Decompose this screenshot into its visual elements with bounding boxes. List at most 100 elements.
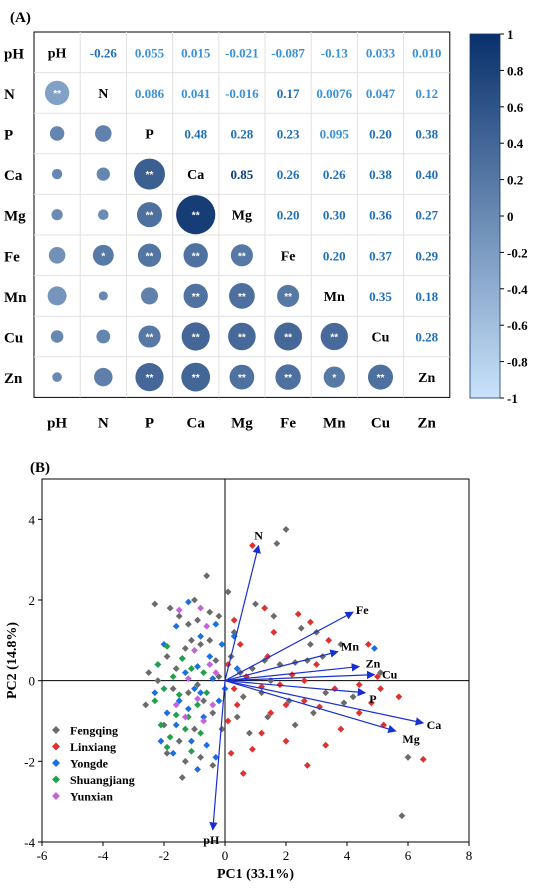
data-point xyxy=(145,669,153,676)
legend-label: Fengqing xyxy=(70,724,118,738)
data-point xyxy=(197,632,204,640)
data-point xyxy=(300,697,308,705)
data-point xyxy=(185,689,192,697)
correlation-circle xyxy=(134,158,165,190)
data-point xyxy=(215,612,223,620)
correlation-value: 0.35 xyxy=(369,289,392,304)
data-point xyxy=(215,673,223,681)
correlation-matrix: pH pH pH N N N P P P Ca Ca Ca Mg Mg Mg Fe Fe Fe Mn Mn Mn Cu Cu… xyxy=(4,31,451,431)
correlation-circle xyxy=(136,202,163,228)
data-point xyxy=(233,713,241,721)
correlation-circle xyxy=(228,322,256,351)
data-point xyxy=(218,640,226,648)
legend-marker xyxy=(52,759,60,767)
correlation-value: 0.36 xyxy=(369,208,392,223)
x-tick-label: 0 xyxy=(222,848,229,863)
data-point xyxy=(181,669,189,676)
data-point xyxy=(282,701,290,709)
loading-vector-label: Cu xyxy=(382,668,398,682)
data-point xyxy=(188,665,195,672)
data-point xyxy=(310,709,317,717)
correlation-value: 0.23 xyxy=(277,127,300,142)
data-point xyxy=(313,661,320,668)
data-point xyxy=(212,657,220,664)
data-point xyxy=(151,689,159,697)
data-point xyxy=(212,753,220,761)
row-label: P xyxy=(4,128,13,144)
data-point xyxy=(364,640,372,648)
data-point xyxy=(172,721,180,729)
diagonal-label: Mg xyxy=(232,209,252,224)
correlation-value: 0.20 xyxy=(323,248,346,263)
data-point xyxy=(398,812,406,820)
data-point xyxy=(154,661,162,668)
colorbar-tick-label: 0.4 xyxy=(507,136,524,151)
data-point xyxy=(261,604,269,612)
data-point xyxy=(194,663,201,670)
row-label: pH xyxy=(4,46,24,62)
data-point xyxy=(224,717,232,725)
data-point xyxy=(224,588,232,596)
data-point xyxy=(197,753,204,761)
correlation-circle xyxy=(183,283,208,309)
data-point xyxy=(249,542,256,549)
data-point xyxy=(276,681,284,689)
data-point xyxy=(175,737,183,745)
correlation-circle xyxy=(140,287,159,305)
data-point xyxy=(200,717,208,725)
correlation-circle xyxy=(138,325,161,348)
colorbar-tick-label: -0.6 xyxy=(507,318,528,333)
correlation-value: 0.28 xyxy=(415,330,438,345)
significance-mark: ** xyxy=(238,333,246,344)
data-point xyxy=(166,604,174,612)
legend-marker xyxy=(52,792,60,800)
correlation-value: 0.20 xyxy=(369,127,392,142)
diagonal-label: pH xyxy=(48,46,67,61)
y-tick-label: -4 xyxy=(24,835,35,850)
data-point xyxy=(172,701,180,709)
data-point xyxy=(282,737,290,745)
column-label: pH xyxy=(47,415,67,431)
correlation-value: 0.095 xyxy=(320,127,350,142)
correlation-circle xyxy=(135,363,164,392)
x-tick-label: -2 xyxy=(159,848,170,863)
data-point xyxy=(230,616,238,624)
correlation-circle xyxy=(96,329,111,344)
loading-vector xyxy=(224,649,339,682)
loading-vector-label: N xyxy=(254,528,263,542)
correlation-circle xyxy=(181,322,210,351)
data-point xyxy=(212,669,220,676)
data-point xyxy=(197,604,204,612)
significance-mark: * xyxy=(101,251,105,262)
correlation-value: 0.30 xyxy=(323,208,346,223)
data-point xyxy=(181,645,189,652)
significance-mark: ** xyxy=(53,89,61,100)
data-point xyxy=(185,620,192,628)
significance-mark: ** xyxy=(192,373,200,384)
data-point xyxy=(307,640,314,648)
panel-a-label: (A) xyxy=(10,10,31,26)
data-point xyxy=(282,526,290,533)
data-point xyxy=(212,620,220,628)
data-point xyxy=(258,729,265,737)
data-point xyxy=(355,681,363,689)
data-point xyxy=(218,725,226,733)
correlation-circle xyxy=(323,366,345,388)
diagonal-label: Fe xyxy=(281,249,296,264)
data-point xyxy=(355,709,363,717)
data-point xyxy=(200,669,208,676)
loading-vector xyxy=(224,544,261,681)
correlation-circle xyxy=(44,80,70,106)
colorbar: 1 0.8 0.6 0.4 0.2 0 -0.2 -0.4 -0.6 -0.8 -1 xyxy=(469,27,528,406)
data-point xyxy=(191,647,198,654)
row-label: Ca xyxy=(4,168,23,184)
column-label: N xyxy=(98,415,109,431)
legend-label: Yunxian xyxy=(70,790,113,804)
data-point xyxy=(194,701,201,709)
colorbar-tick-label: 0.8 xyxy=(507,63,524,78)
correlation-circle xyxy=(51,209,63,221)
significance-mark: ** xyxy=(284,292,292,303)
data-point xyxy=(215,697,223,705)
loading-vector-label: Ca xyxy=(427,718,442,732)
